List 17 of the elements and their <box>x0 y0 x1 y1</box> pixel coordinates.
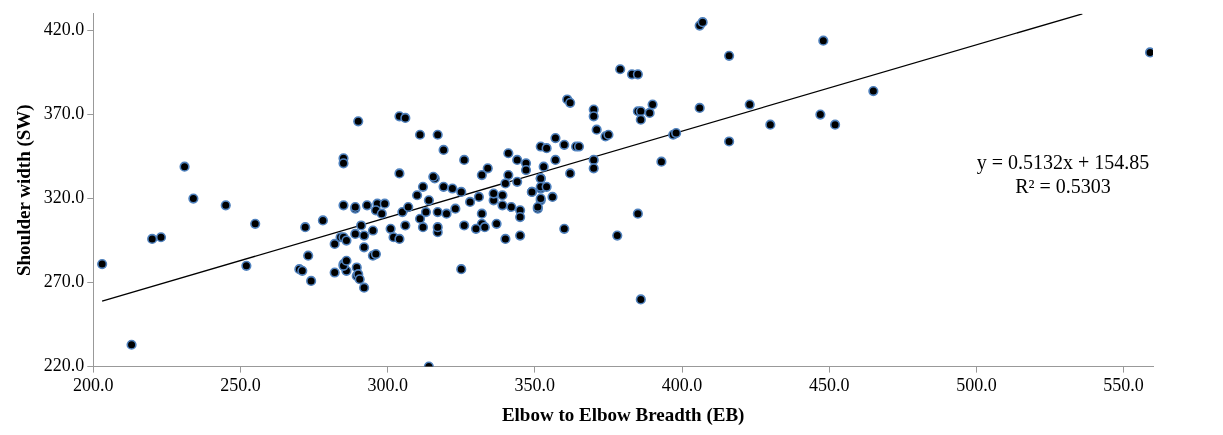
x-tick-label: 250.0 <box>220 375 261 396</box>
y-axis-title: Shoulder width (SW) <box>13 104 36 277</box>
annotation: R² = 0.5303 <box>1015 175 1111 198</box>
y-tick-label: 420.0 <box>43 19 85 40</box>
y-tick-label: 320.0 <box>43 187 85 208</box>
annotation: y = 0.5132x + 154.85 <box>976 151 1150 175</box>
y-tick-label: 370.0 <box>43 103 85 124</box>
x-tick-label: 400.0 <box>661 375 703 396</box>
x-tick-label: 500.0 <box>956 375 997 396</box>
x-tick-label: 300.0 <box>367 375 408 396</box>
x-axis-title: Elbow to Elbow Breadth (EB) <box>501 403 745 426</box>
x-tick-label: 550.0 <box>1103 375 1144 396</box>
x-tick-label: 200.0 <box>73 375 114 396</box>
y-tick-label: 220.0 <box>43 355 85 376</box>
y-tick-label: 270.0 <box>43 271 85 292</box>
x-tick-label: 450.0 <box>808 375 850 396</box>
x-tick-label: 350.0 <box>514 375 556 396</box>
